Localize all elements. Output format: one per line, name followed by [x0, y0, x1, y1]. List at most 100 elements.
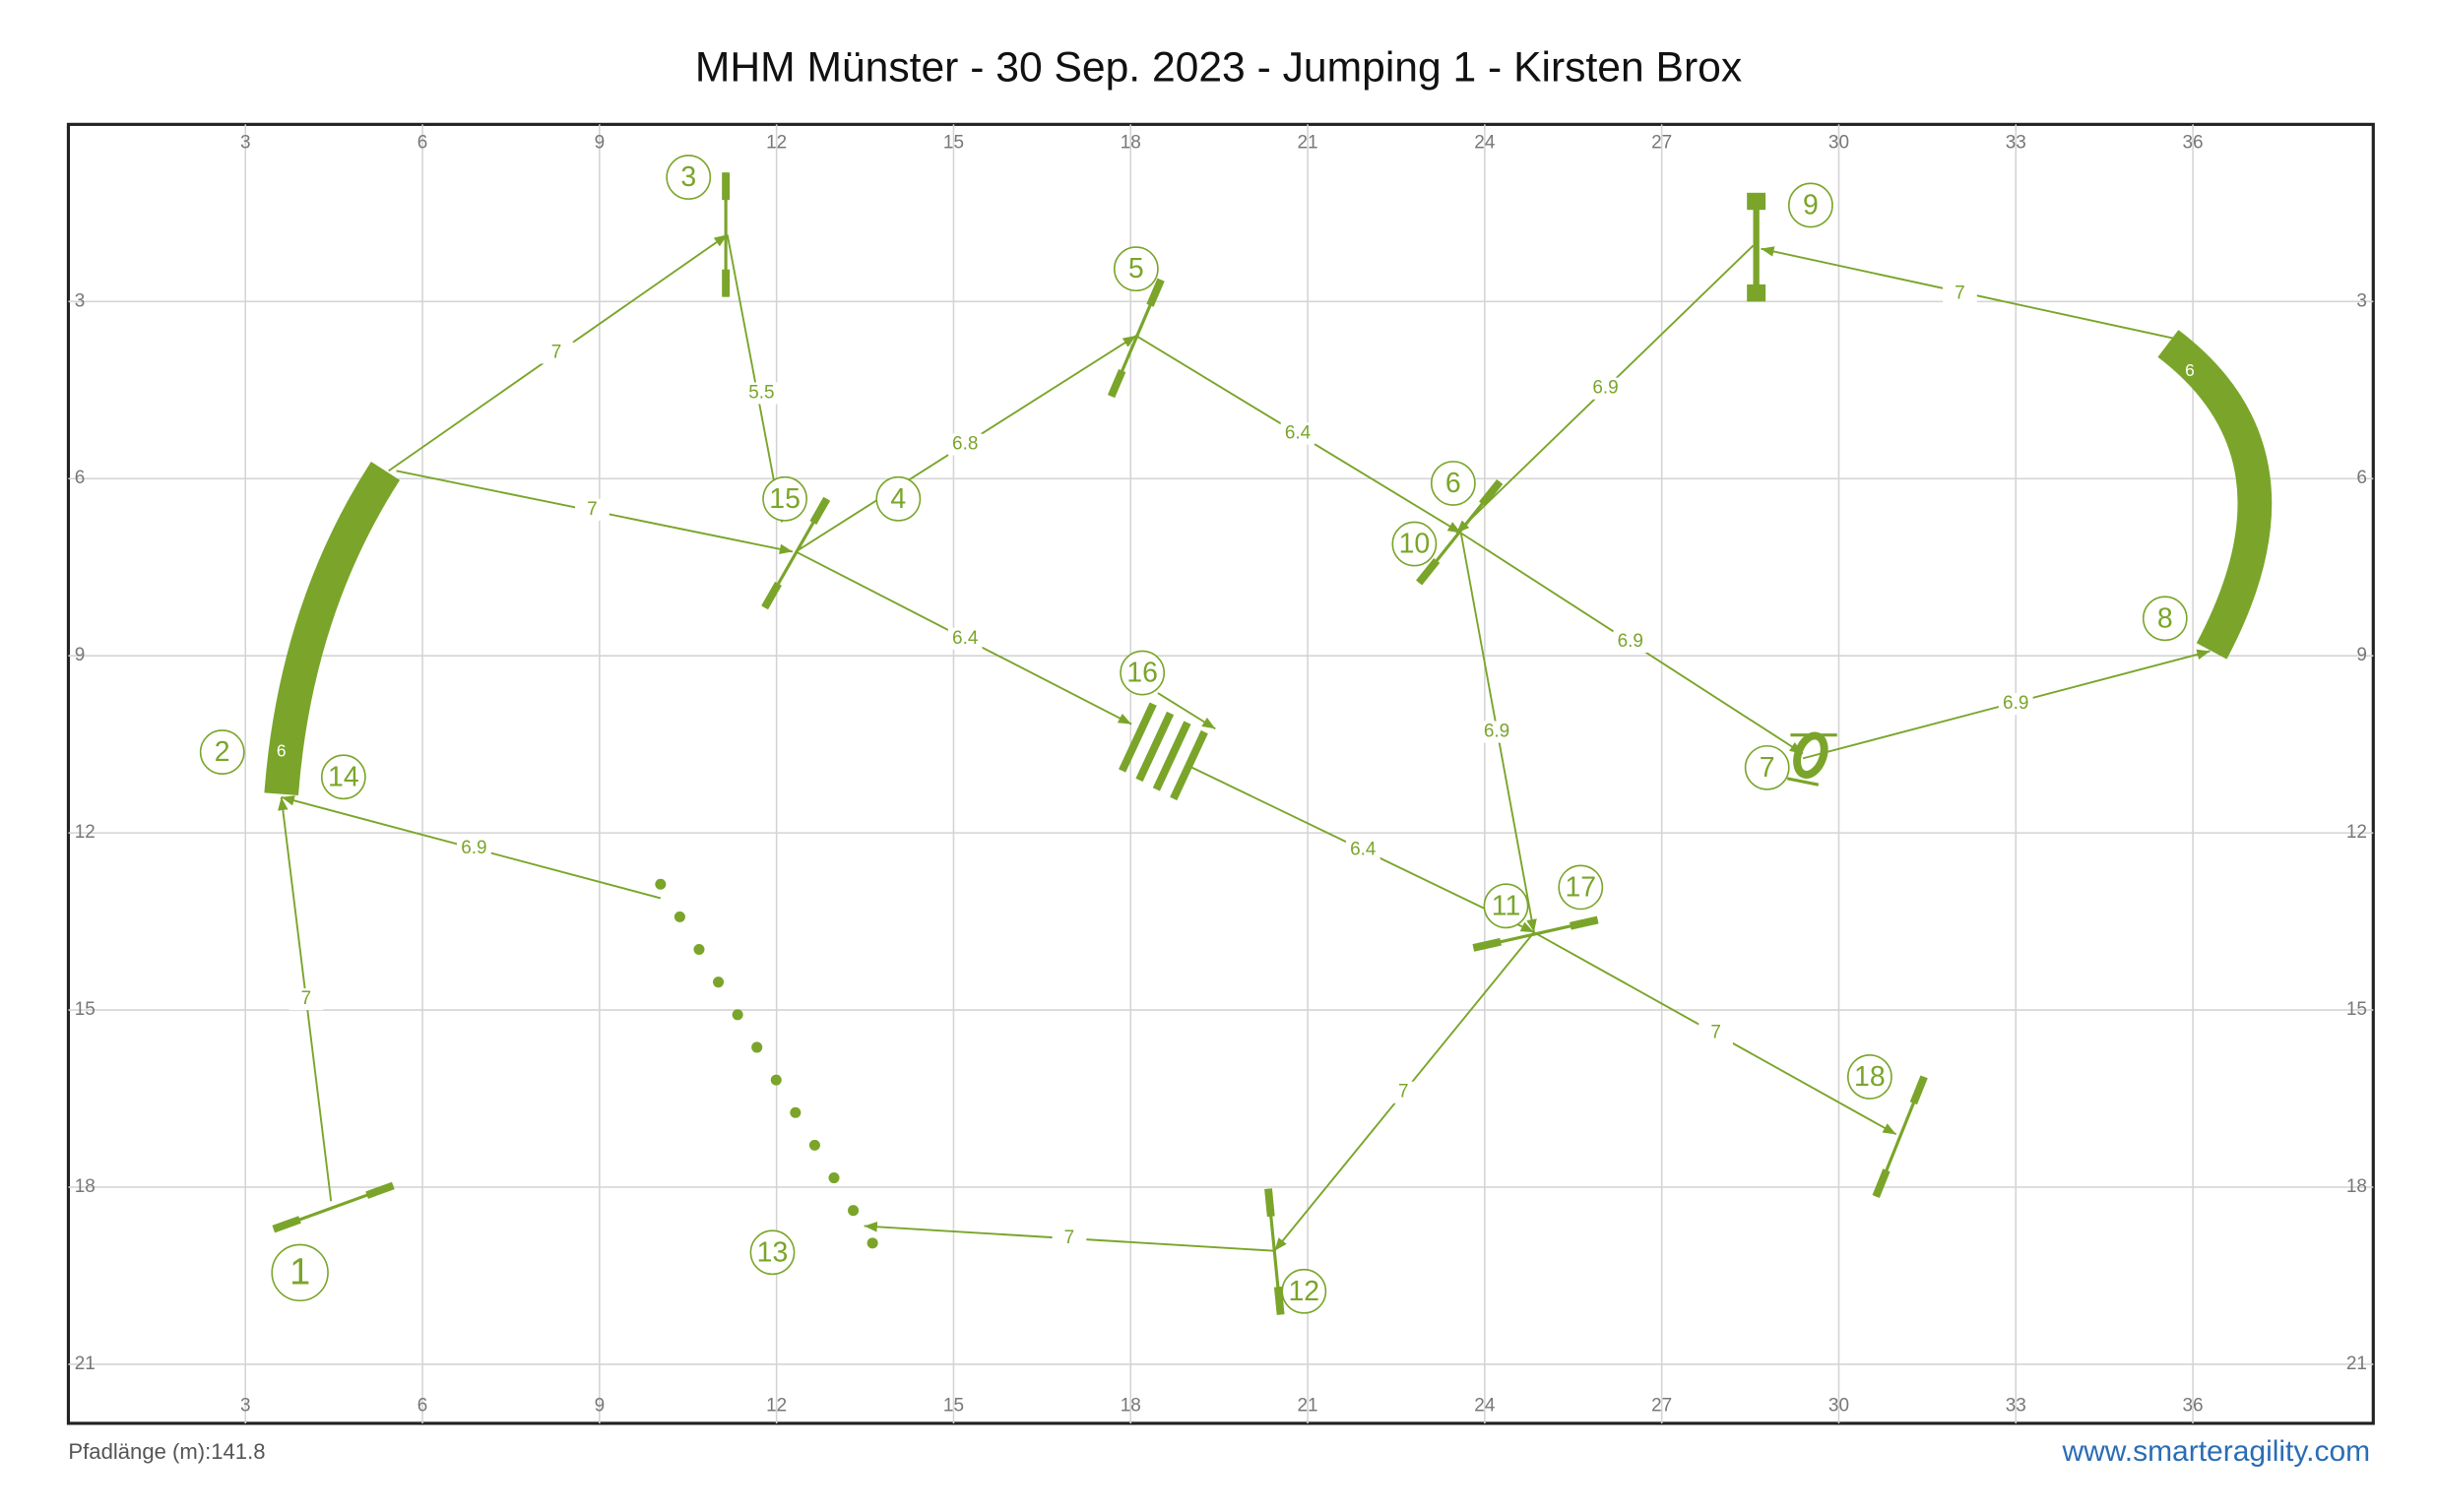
- distance-bg: [947, 627, 983, 650]
- obstacle-number: 15: [769, 483, 801, 515]
- title: MHM Münster - 30 Sep. 2023 - Jumping 1 -…: [695, 43, 1742, 91]
- y-tick-label: 6: [75, 468, 86, 488]
- weave-pole: [828, 1172, 840, 1184]
- jump-wing: [1416, 557, 1441, 586]
- jump-wing: [272, 1216, 301, 1233]
- distance-label: 7: [1710, 1023, 1721, 1043]
- number-circle: [1483, 883, 1529, 929]
- weave-pole: [693, 943, 705, 956]
- obstacle-number: 3: [680, 161, 696, 193]
- jump-wing: [1107, 368, 1126, 399]
- x-tick-label: 18: [1121, 132, 1141, 153]
- tunnel: [264, 461, 401, 795]
- long-jump-board: [1119, 702, 1157, 773]
- distance-bg: [1479, 721, 1514, 743]
- path-segment: [1157, 692, 1216, 730]
- y-tick-label: 9: [2356, 645, 2367, 665]
- number-circle: [762, 475, 808, 522]
- number-circle: [1846, 1054, 1892, 1100]
- weave-pole: [848, 1205, 860, 1217]
- weave-pole: [732, 1009, 743, 1021]
- number-circle: [1744, 744, 1790, 790]
- x-tick-label: 15: [943, 1396, 964, 1417]
- obstacle-number: 10: [1399, 529, 1431, 560]
- wall-end: [1747, 192, 1766, 211]
- distance-label: 7: [551, 342, 562, 362]
- weave-pole: [655, 878, 667, 890]
- x-tick-label: 9: [595, 1396, 606, 1417]
- y-tick-label: 15: [75, 999, 96, 1020]
- obstacle-number: 17: [1565, 871, 1596, 903]
- number-circle: [875, 475, 922, 522]
- x-tick-label: 12: [766, 1396, 787, 1417]
- x-tick-label: 12: [766, 132, 787, 153]
- distance-label: 6.9: [1484, 722, 1509, 742]
- jump-wing: [809, 496, 831, 526]
- jump-wing: [1472, 937, 1503, 952]
- x-tick-label: 36: [2183, 1396, 2204, 1417]
- long-jump-board: [1152, 721, 1191, 791]
- y-tick-label: 15: [2346, 999, 2367, 1020]
- distance-label: 6.4: [1350, 839, 1376, 859]
- tire-frame: [1786, 777, 1820, 787]
- obstacle-number: 18: [1854, 1061, 1886, 1093]
- distance-label: 6.9: [1618, 631, 1643, 652]
- distance-label: 5.5: [748, 382, 774, 403]
- frame: [66, 122, 2375, 1425]
- jump-wing: [1872, 1168, 1891, 1198]
- distance-bg: [744, 382, 779, 405]
- x-tick-label: 24: [1474, 132, 1495, 153]
- x-tick-label: 21: [1298, 1396, 1318, 1417]
- weave-pole: [713, 976, 725, 988]
- number-circle: [199, 729, 245, 775]
- number-circle: [1430, 461, 1476, 506]
- y-tick-label: 21: [2346, 1354, 2367, 1374]
- x-tick-label: 33: [2006, 1396, 2026, 1417]
- obstacle-number: 8: [2157, 602, 2173, 634]
- distance-bg: [1613, 630, 1648, 654]
- x-tick-label: 6: [417, 1396, 428, 1417]
- weave-pole: [808, 1139, 820, 1151]
- wall-end: [1747, 284, 1766, 302]
- y-tick-label: 12: [75, 822, 96, 843]
- tunnel-length: 6: [277, 741, 287, 761]
- number-circle: [2142, 596, 2188, 642]
- distance-bg: [1943, 283, 1977, 305]
- weave-pole: [751, 1041, 763, 1053]
- weave-pole: [673, 911, 685, 922]
- distance-bg: [1345, 839, 1380, 861]
- number-circle: [1281, 1268, 1327, 1314]
- distance-bg: [1052, 1228, 1087, 1250]
- long-jump-board: [1170, 729, 1208, 801]
- distance-bg: [1699, 1022, 1733, 1044]
- jump-wing: [365, 1181, 395, 1199]
- x-tick-label: 15: [943, 132, 964, 153]
- number-circle: [666, 155, 712, 200]
- x-tick-label: 3: [240, 132, 251, 153]
- x-tick-label: 36: [2183, 132, 2204, 153]
- distance-bg: [1385, 1081, 1421, 1103]
- distance-label: 6.9: [1592, 378, 1618, 399]
- long-jump-board: [1135, 711, 1175, 783]
- y-tick-label: 9: [75, 645, 86, 665]
- distance-bg: [1588, 377, 1623, 400]
- path-segment: [726, 234, 785, 523]
- distance-label: 7: [1398, 1082, 1409, 1102]
- weave-pole: [770, 1074, 782, 1086]
- x-tick-label: 21: [1298, 132, 1318, 153]
- jump-wing: [1479, 478, 1504, 507]
- x-tick-label: 30: [1828, 132, 1849, 153]
- distance-label: 6.4: [1285, 422, 1311, 443]
- distance-label: 6.9: [461, 838, 486, 858]
- distance-bg: [1998, 693, 2033, 716]
- distance-bg: [289, 987, 324, 1011]
- y-tick-label: 3: [2356, 290, 2367, 311]
- number-circle: [1558, 864, 1604, 911]
- path-length: Pfadlänge (m):141.8: [68, 1439, 265, 1464]
- obstacle-number: 13: [757, 1236, 789, 1268]
- x-tick-label: 30: [1828, 1396, 1849, 1417]
- y-tick-label: 21: [75, 1354, 96, 1374]
- x-tick-label: 3: [240, 1396, 251, 1417]
- website[interactable]: www.smarteragility.com: [2061, 1435, 2370, 1468]
